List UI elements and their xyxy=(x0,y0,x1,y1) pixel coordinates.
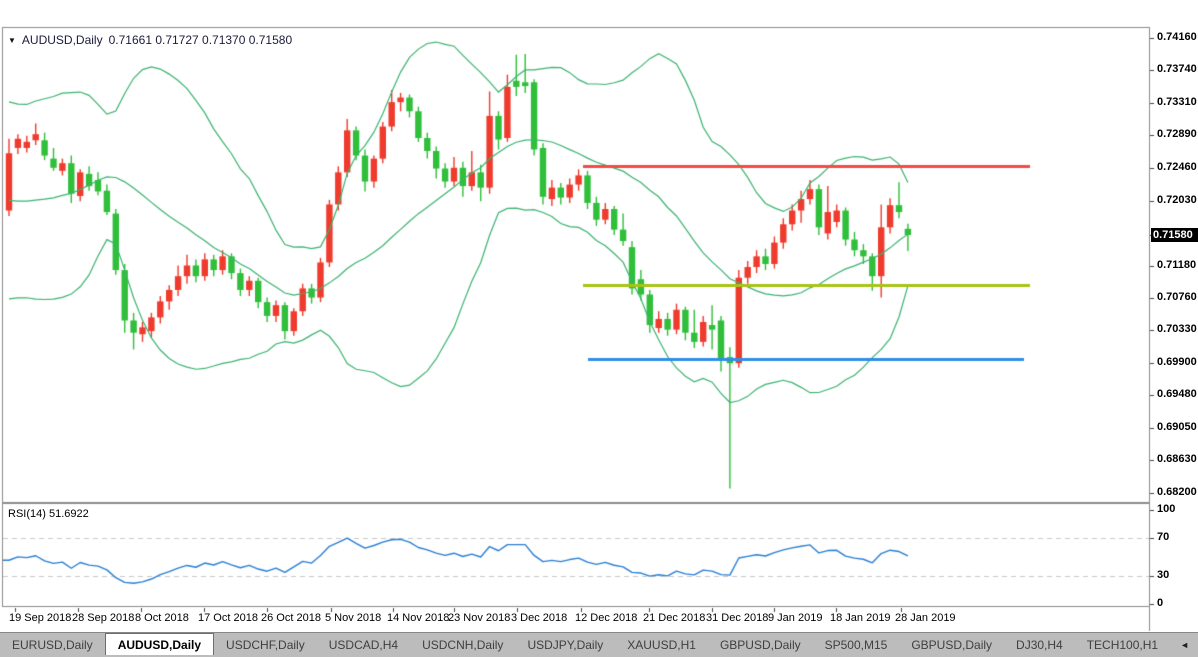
date-tick-label: 28 Sep 2018 xyxy=(72,612,135,624)
price-tick-label: 0.74160 xyxy=(1157,31,1197,43)
date-tick-label: 31 Dec 2018 xyxy=(706,612,769,624)
date-tick-label: 28 Jan 2019 xyxy=(895,612,956,624)
tab-dj30-h4[interactable]: DJ30,H4 xyxy=(1016,638,1063,652)
price-tick-label: 0.69480 xyxy=(1157,388,1197,401)
tab-audusd-daily[interactable]: AUDUSD,Daily xyxy=(104,633,215,655)
tab-sp500-m15[interactable]: SP500,M15 xyxy=(824,638,888,652)
rsi-tick-label: 100 xyxy=(1157,503,1176,515)
price-tick-label: 0.68200 xyxy=(1157,486,1197,498)
price-tick-label: 0.72460 xyxy=(1157,160,1197,173)
tab-gbpusd-daily[interactable]: GBPUSD,Daily xyxy=(719,638,801,652)
date-tick-label: 19 Sep 2018 xyxy=(9,612,72,624)
price-tick-label: 0.73310 xyxy=(1157,95,1197,108)
rsi-indicator-label: RSI(14) 51.6922 xyxy=(8,508,89,520)
rsi-name: RSI(14) xyxy=(8,508,46,520)
tab-usdchf-daily[interactable]: USDCHF,Daily xyxy=(226,638,305,652)
price-tick-label: 0.73740 xyxy=(1157,63,1197,76)
date-tick-label: 21 Dec 2018 xyxy=(643,612,706,624)
price-axis[interactable] xyxy=(1151,27,1198,607)
date-tick-label: 12 Dec 2018 xyxy=(575,612,638,624)
date-tick-label: 9 Jan 2019 xyxy=(768,612,823,624)
rsi-panel[interactable] xyxy=(2,506,1150,606)
rsi-tick-label: 70 xyxy=(1157,531,1170,544)
tab-usdcnh-daily[interactable]: USDCNH,Daily xyxy=(422,638,504,652)
collapse-chart-icon[interactable]: ▼ xyxy=(8,35,16,45)
current-price-badge: 0.71580 xyxy=(1151,227,1198,242)
main-chart-plot[interactable] xyxy=(2,27,1150,502)
date-tick-label: 26 Oct 2018 xyxy=(261,612,321,624)
tab-tech100-h1[interactable]: TECH100,H1 xyxy=(1086,638,1159,652)
price-tick-label: 0.69900 xyxy=(1157,356,1197,369)
price-tick-label: 0.72890 xyxy=(1157,127,1197,140)
chart-title: ▼ AUDUSD,Daily 0.71661 0.71727 0.71370 0… xyxy=(8,33,292,47)
price-tick-label: 0.72030 xyxy=(1157,193,1197,206)
rsi-value: 51.6922 xyxy=(48,508,89,520)
tab-usdjpy-daily[interactable]: USDJPY,Daily xyxy=(527,638,604,652)
tab-scroll-left-icon[interactable]: ◄ xyxy=(1180,640,1190,650)
rsi-tick-label: 0 xyxy=(1157,597,1164,609)
tab-gbpusd-daily[interactable]: GBPUSD,Daily xyxy=(911,638,993,652)
date-tick-label: 5 Nov 2018 xyxy=(325,612,382,624)
tab-usdcad-h4[interactable]: USDCAD,H4 xyxy=(328,638,399,652)
date-tick-label: 17 Oct 2018 xyxy=(198,612,258,624)
date-tick-label: 3 Dec 2018 xyxy=(511,612,568,624)
chart-ohlc-values: 0.71661 0.71727 0.71370 0.71580 xyxy=(108,33,293,47)
tab-xauusd-h1[interactable]: XAUUSD,H1 xyxy=(627,638,696,652)
date-tick-label: 8 Oct 2018 xyxy=(135,612,189,624)
rsi-tick-label: 30 xyxy=(1157,568,1170,581)
price-tick-label: 0.69050 xyxy=(1157,421,1197,434)
date-tick-label: 23 Nov 2018 xyxy=(448,612,511,624)
price-tick-label: 0.70760 xyxy=(1157,290,1197,303)
symbol-tab-bar: EURUSD,Daily AUDUSD,Daily USDCHF,Daily USDC… xyxy=(0,632,1198,657)
date-tick-label: 18 Jan 2019 xyxy=(830,612,891,624)
tab-eurusd-daily[interactable]: EURUSD,Daily xyxy=(12,638,93,652)
price-tick-label: 0.68630 xyxy=(1157,453,1197,466)
chart-symbol-label: AUDUSD,Daily xyxy=(21,33,103,47)
date-tick-label: 14 Nov 2018 xyxy=(387,612,450,624)
price-tick-label: 0.70330 xyxy=(1157,323,1197,336)
price-tick-label: 0.71180 xyxy=(1157,258,1197,271)
